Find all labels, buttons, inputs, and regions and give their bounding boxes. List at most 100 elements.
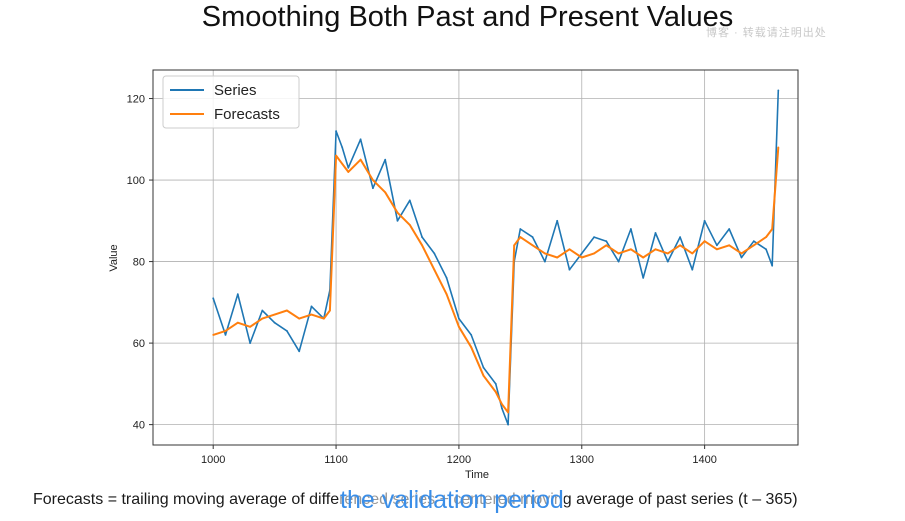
x-tick-label: 1000	[201, 454, 225, 466]
forecasts-point	[740, 252, 743, 255]
y-tick-label: 100	[127, 175, 145, 187]
forecasts-point	[212, 334, 215, 336]
forecasts-point	[494, 391, 497, 393]
series-point	[691, 268, 694, 271]
series-point	[458, 317, 460, 320]
series-point	[298, 350, 301, 353]
forecasts-point	[654, 248, 657, 251]
forecasts-point	[568, 248, 571, 251]
x-axis-title: Time	[465, 469, 489, 481]
forecasts-point	[341, 162, 344, 165]
forecasts-point	[716, 248, 718, 251]
forecasts-point	[556, 256, 559, 259]
forecasts-point	[507, 411, 509, 414]
forecasts-point	[691, 252, 694, 255]
forecasts-point	[765, 236, 767, 239]
forecasts-point	[359, 158, 362, 161]
series-point	[470, 334, 473, 336]
forecasts-point	[580, 256, 583, 259]
series-point	[445, 277, 448, 279]
series-point	[212, 297, 215, 300]
forecasts-point	[513, 244, 516, 247]
legend-label-series: Series	[214, 82, 257, 99]
series-point	[716, 244, 718, 247]
series-point	[617, 260, 620, 263]
series-point	[310, 305, 313, 308]
series-point	[384, 158, 387, 161]
series-point	[224, 334, 227, 336]
x-tick-label: 1200	[447, 454, 471, 466]
forecasts-point	[433, 268, 436, 271]
y-tick-label: 120	[127, 94, 145, 106]
y-tick-label: 60	[133, 338, 145, 350]
legend: Series Forecasts	[162, 75, 300, 129]
forecasts-point	[261, 317, 264, 320]
forecasts-point	[728, 244, 731, 247]
forecasts-point	[679, 244, 681, 247]
series-point	[507, 423, 509, 426]
forecasts-point	[347, 171, 350, 173]
video-subtitle: the validation period	[340, 486, 564, 515]
series-point	[666, 260, 669, 263]
series-point	[556, 219, 559, 222]
series-point	[396, 219, 399, 222]
watermark-top: 博客 · 转载请注明出处	[706, 27, 827, 39]
series-point	[494, 383, 497, 385]
series-point	[752, 240, 755, 243]
forecasts-point	[384, 191, 387, 194]
forecasts-point	[771, 228, 774, 230]
series-point	[341, 146, 344, 149]
y-tick-label: 40	[133, 420, 145, 432]
series-point	[679, 236, 681, 239]
x-tick-label: 1300	[570, 454, 594, 466]
series-point	[421, 236, 423, 239]
series-point	[335, 130, 337, 133]
forecasts-point	[501, 403, 503, 406]
forecasts-point	[752, 244, 755, 247]
series-point	[249, 342, 252, 344]
slide-title: Smoothing Both Past and Present Values	[201, 1, 734, 33]
forecasts-point	[298, 317, 301, 320]
series-point	[740, 256, 743, 259]
forecasts-point	[666, 252, 669, 255]
series-point	[568, 268, 571, 271]
forecasts-point	[642, 256, 645, 259]
forecasts-point	[544, 252, 546, 255]
forecasts-point	[519, 236, 522, 239]
series-point	[642, 277, 645, 279]
series-point	[605, 240, 608, 243]
series-point	[482, 366, 485, 369]
forecasts-point	[335, 154, 337, 157]
forecasts-point	[224, 330, 227, 332]
x-tick-label: 1100	[324, 454, 348, 466]
series-point	[703, 219, 706, 222]
x-tick-label: 1400	[692, 454, 716, 466]
forecasts-point	[630, 248, 632, 251]
tick-labels: 1000 1100 1200 1300 1400 40 60 80 100 120	[127, 94, 717, 466]
forecasts-point	[329, 309, 331, 312]
series-point	[593, 236, 595, 239]
series-point	[408, 199, 411, 202]
forecasts-point	[777, 146, 780, 149]
forecasts-point	[458, 325, 460, 328]
forecasts-point	[310, 313, 313, 316]
series-point	[765, 248, 767, 251]
forecasts-point	[531, 244, 534, 247]
forecasts-point	[593, 252, 595, 255]
forecasts-point	[236, 321, 239, 324]
y-tick-label: 80	[133, 257, 145, 269]
series-point	[347, 166, 350, 169]
series-point	[261, 309, 264, 312]
forecasts-point	[273, 313, 276, 316]
forecasts-point	[470, 346, 473, 349]
forecasts-point	[482, 374, 485, 377]
forecasts-point	[703, 240, 706, 243]
series-point	[286, 330, 288, 332]
forecasts-point	[396, 211, 399, 214]
series-line	[212, 90, 780, 426]
forecasts-point	[322, 317, 325, 320]
series-point	[531, 236, 534, 239]
series-point	[580, 252, 583, 255]
series-point	[501, 407, 503, 410]
